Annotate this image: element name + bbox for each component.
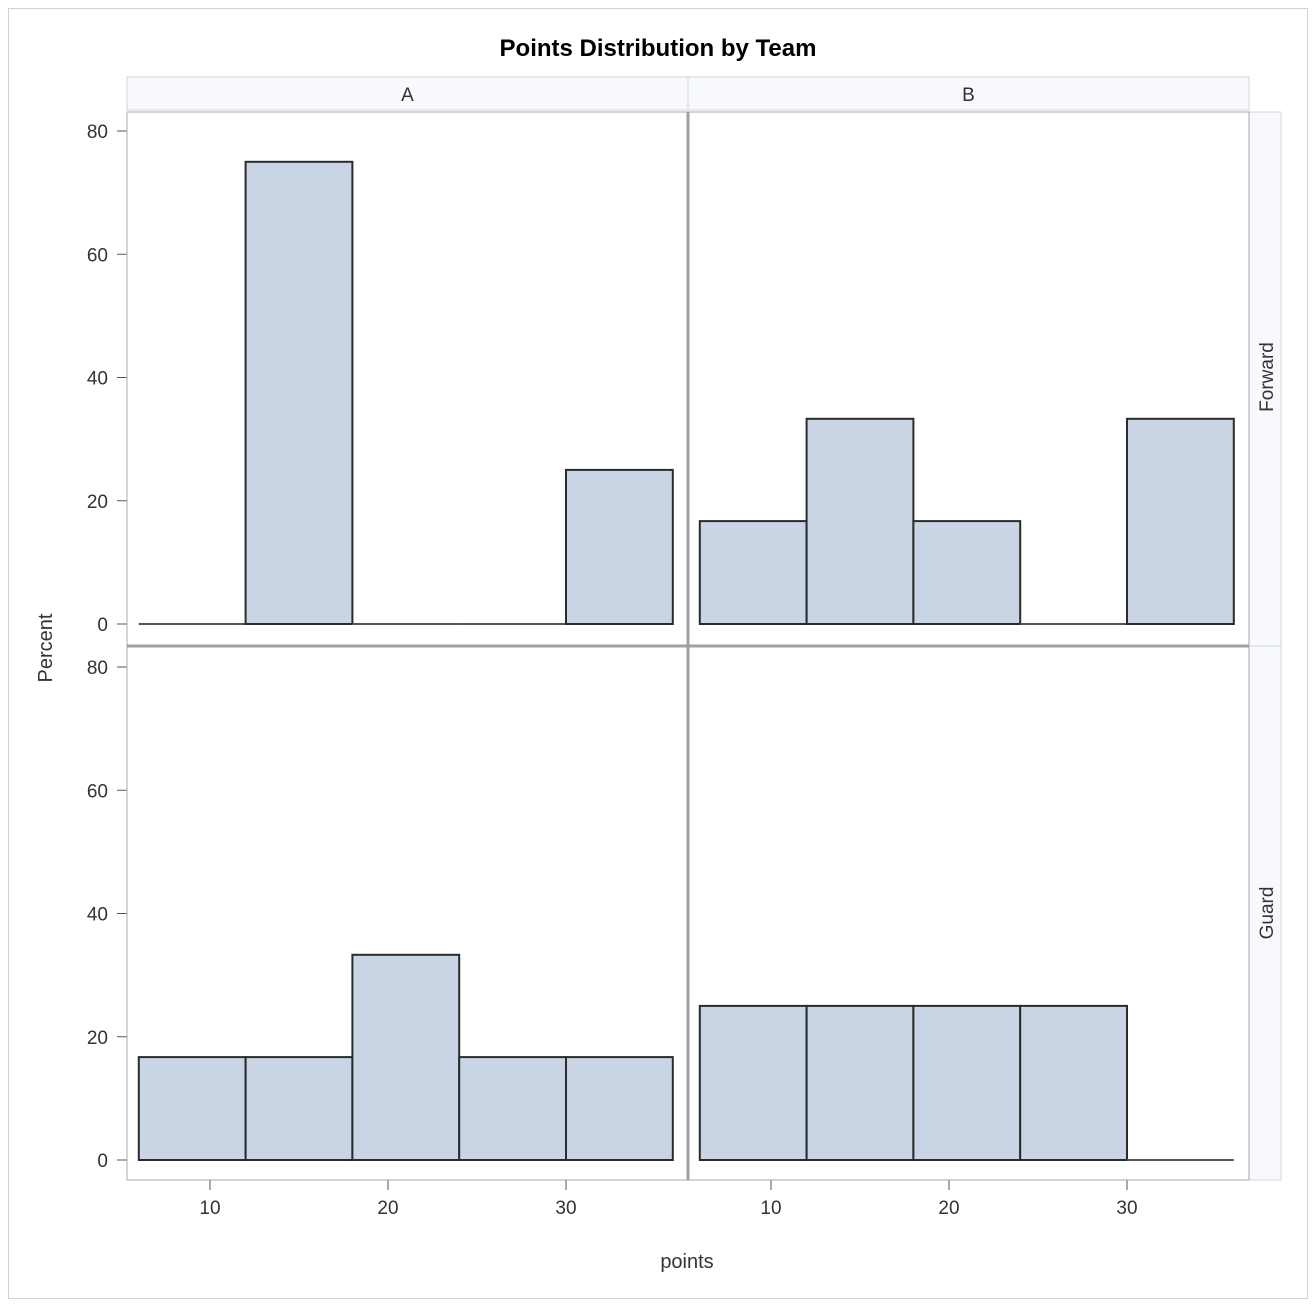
frame-layer <box>126 111 1250 1181</box>
y-tick-label: 80 <box>87 658 108 679</box>
bars-layer <box>137 160 1235 1162</box>
y-tick-label: 20 <box>87 492 108 513</box>
row-headers: Forward Guard <box>1248 111 1282 1181</box>
column-header-b-label: B <box>962 85 975 106</box>
y-axis-forward: 0 20 40 60 80 <box>87 122 127 636</box>
histogram-bar <box>805 1004 915 1162</box>
chart-title: Points Distribution by Team <box>500 35 817 62</box>
y-tick-label: 0 <box>97 1151 108 1172</box>
histogram-bar <box>912 520 1022 625</box>
histogram-bar <box>1019 1004 1129 1162</box>
panel-a-guard <box>137 953 674 1161</box>
x-axis-b: 10 20 30 <box>760 1180 1138 1219</box>
column-header-b <box>687 76 1250 111</box>
x-tick-label: 10 <box>199 1198 220 1219</box>
row-header-forward <box>1248 111 1282 647</box>
histogram-bar <box>912 1004 1022 1162</box>
y-tick-label: 0 <box>97 615 108 636</box>
histogram-bar <box>698 520 808 625</box>
histogram-bar <box>458 1056 568 1161</box>
panel-b-forward <box>698 417 1235 625</box>
histogram-bar <box>565 468 674 625</box>
histogram-bar <box>244 160 354 626</box>
y-tick-label: 20 <box>87 1028 108 1049</box>
x-tick-label: 20 <box>938 1198 959 1219</box>
histogram-bar <box>244 1056 354 1161</box>
x-axis-title: points <box>660 1251 713 1273</box>
histogram-bar <box>1126 417 1235 625</box>
y-tick-label: 60 <box>87 781 108 802</box>
x-tick-label: 20 <box>377 1198 398 1219</box>
column-header-a-label: A <box>401 85 414 106</box>
y-axis-guard: 0 20 40 60 80 <box>87 658 127 1172</box>
column-headers: A B <box>126 76 1250 111</box>
panel-b-guard <box>698 1004 1234 1162</box>
histogram-bar <box>137 1056 247 1161</box>
histogram-bar <box>565 1056 674 1161</box>
x-tick-label: 30 <box>1116 1198 1137 1219</box>
column-header-a <box>126 76 689 111</box>
panel-a-forward <box>138 160 674 626</box>
y-tick-label: 40 <box>87 905 108 926</box>
y-axis-title: Percent <box>35 613 57 682</box>
row-header-forward-label: Forward <box>1257 342 1278 412</box>
x-tick-label: 10 <box>760 1198 781 1219</box>
row-header-guard <box>1248 645 1282 1181</box>
row-header-guard-label: Guard <box>1257 887 1278 940</box>
histogram-bar <box>805 417 915 625</box>
axes-layer: 0 20 40 60 80 0 20 40 60 80 10 20 30 10 20 30 <box>87 122 1138 1219</box>
x-axis-a: 10 20 30 <box>199 1180 577 1219</box>
x-tick-label: 30 <box>555 1198 576 1219</box>
y-tick-label: 80 <box>87 122 108 143</box>
y-tick-label: 40 <box>87 369 108 390</box>
y-tick-label: 60 <box>87 245 108 266</box>
histogram-bar <box>351 953 461 1161</box>
histogram-bar <box>698 1004 808 1162</box>
